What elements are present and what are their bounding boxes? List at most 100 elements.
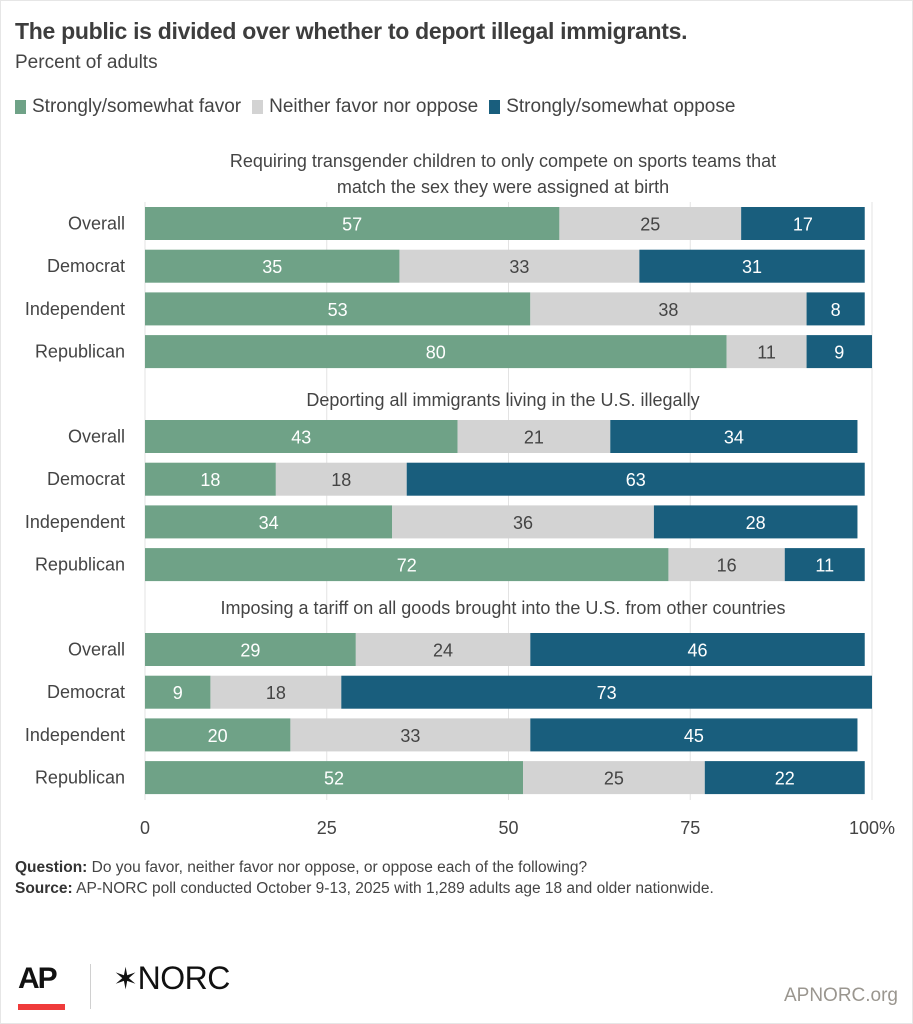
data-label: 25 [604, 769, 624, 789]
data-label: 34 [259, 513, 279, 533]
data-label: 80 [426, 343, 446, 363]
category-label-democrat: Democrat [47, 682, 125, 702]
source-note: Source: AP-NORC poll conducted October 9… [15, 878, 895, 899]
bar-segment-oppose [704, 761, 865, 795]
data-label: 18 [331, 470, 351, 490]
category-label-overall: Overall [68, 640, 125, 660]
bar-segment-neither [290, 718, 531, 752]
bar-segment-oppose [530, 633, 865, 666]
norc-star-icon: ✶ [113, 963, 138, 996]
panel-title-1: match the sex they were assigned at birt… [337, 177, 669, 197]
data-label: 21 [524, 428, 544, 448]
legend-item-oppose: Strongly/somewhat oppose [489, 96, 735, 118]
category-label-republican: Republican [35, 342, 125, 362]
bar-segment-oppose [784, 548, 865, 582]
category-label-independent: Independent [25, 299, 125, 319]
bar-segment-favor [145, 335, 727, 369]
bar-segment-favor [145, 420, 458, 453]
bar-segment-favor [145, 462, 276, 496]
norc-logo: ✶NORC [113, 960, 230, 997]
legend-item-favor: Strongly/somewhat favor [15, 96, 241, 118]
data-label: 53 [328, 300, 348, 320]
ap-logo: AP [18, 962, 58, 995]
source-label: Source: [15, 880, 73, 897]
data-label: 35 [262, 257, 282, 277]
bar-segment-favor [145, 249, 400, 283]
bar-segment-oppose [653, 505, 858, 539]
data-label: 9 [834, 343, 844, 363]
bar-segment-neither [275, 462, 407, 496]
bar-segment-favor [145, 718, 291, 752]
category-label-republican: Republican [35, 768, 125, 788]
x-tick-label-25: 25 [317, 818, 337, 838]
data-label: 52 [324, 769, 344, 789]
data-label: 28 [746, 513, 766, 533]
legend-item-neither: Neither favor nor oppose [252, 96, 478, 118]
bar-segment-oppose [530, 718, 858, 752]
data-label: 16 [717, 556, 737, 576]
ap-logo-underline [18, 1004, 65, 1010]
bar-segment-favor [145, 505, 393, 539]
legend-label-neither: Neither favor nor oppose [269, 96, 479, 117]
x-tick-label-100: 100% [849, 818, 895, 838]
legend-swatch-oppose [489, 100, 501, 114]
data-label: 9 [173, 683, 183, 703]
site-link[interactable]: APNORC.org [783, 985, 898, 1006]
data-label: 11 [815, 556, 834, 576]
data-label: 57 [342, 215, 362, 235]
legend-swatch-neither [252, 100, 264, 114]
data-label: 18 [266, 683, 286, 703]
data-label: 24 [433, 641, 453, 661]
bar-segment-neither [559, 207, 742, 240]
data-label: 31 [742, 257, 762, 277]
data-label: 17 [793, 215, 813, 235]
data-label: 34 [724, 428, 744, 448]
bar-segment-favor [145, 761, 524, 795]
data-label: 36 [513, 513, 533, 533]
bar-segment-neither [530, 292, 807, 326]
x-tick-label-0: 0 [140, 818, 150, 838]
legend-label-favor: Strongly/somewhat favor [32, 96, 242, 117]
panel-title-1: Requiring transgender children to only c… [230, 151, 776, 171]
data-label: 8 [831, 300, 841, 320]
data-label: 33 [400, 726, 420, 746]
panel-title-2: Deporting all immigrants living in the U… [306, 390, 699, 410]
bar-segment-neither [392, 505, 654, 539]
bar-segment-neither [210, 675, 342, 709]
bar-segment-neither [523, 761, 705, 795]
legend-label-oppose: Strongly/somewhat oppose [506, 96, 736, 117]
category-label-overall: Overall [68, 214, 125, 234]
data-label: 45 [684, 726, 704, 746]
bar-segment-neither [355, 633, 531, 666]
bar-segment-favor [145, 675, 211, 709]
category-label-democrat: Democrat [47, 469, 125, 489]
bar-segment-neither [668, 548, 785, 582]
bar-segment-oppose [406, 462, 865, 496]
data-label: 43 [291, 428, 311, 448]
x-tick-label-50: 50 [498, 818, 518, 838]
legend-swatch-favor [15, 100, 26, 114]
data-label: 33 [509, 257, 529, 277]
category-label-independent: Independent [25, 512, 125, 532]
bar-segment-favor [145, 207, 560, 240]
data-label: 25 [640, 215, 660, 235]
data-label: 63 [626, 470, 646, 490]
bar-segment-favor [145, 548, 669, 582]
data-label: 29 [240, 641, 260, 661]
question-text: Do you favor, neither favor nor oppose, … [87, 859, 588, 876]
category-label-independent: Independent [25, 725, 125, 745]
source-text: AP-NORC poll conducted October 9-13, 202… [72, 880, 714, 897]
bar-segment-neither [457, 420, 611, 453]
data-label: 38 [658, 300, 678, 320]
bar-segment-oppose [610, 420, 858, 453]
panel-title-3: Imposing a tariff on all goods brought i… [221, 598, 786, 618]
bar-segment-oppose [639, 249, 865, 283]
data-label: 11 [757, 343, 776, 363]
bar-segment-neither [726, 335, 807, 369]
footnote: Question: Do you favor, neither favor no… [15, 857, 895, 899]
chart-title: The public is divided over whether to de… [15, 18, 688, 44]
question-note: Question: Do you favor, neither favor no… [15, 857, 895, 878]
data-label: 73 [597, 683, 617, 703]
data-label: 18 [200, 470, 220, 490]
bar-segment-oppose [741, 207, 865, 240]
